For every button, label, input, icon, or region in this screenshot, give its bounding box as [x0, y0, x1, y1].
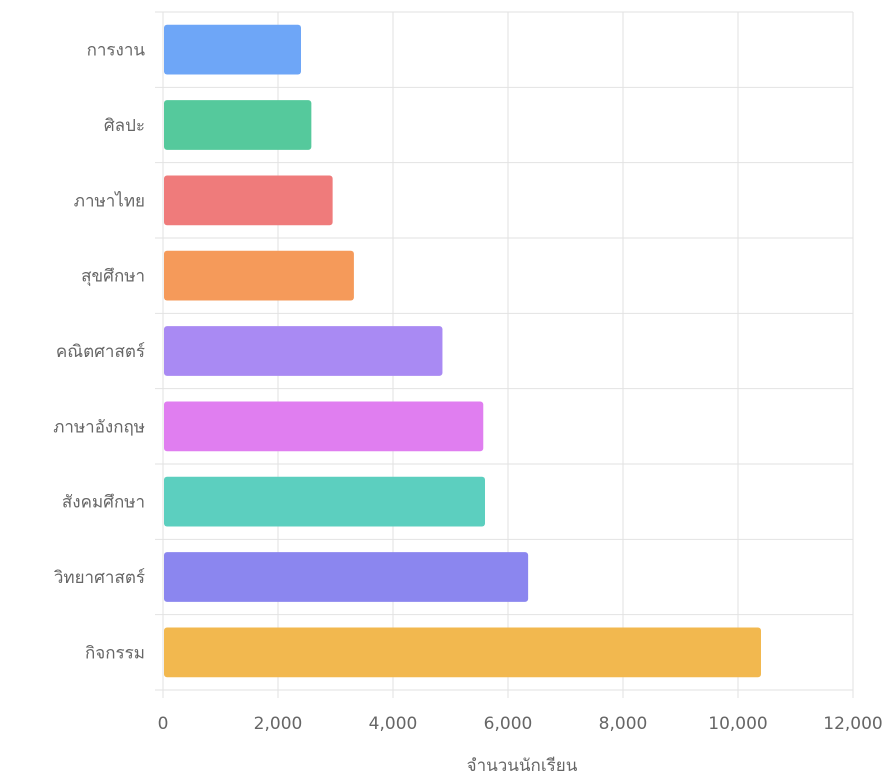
x-tick-label: 6,000 [484, 714, 533, 734]
x-tick-label: 12,000 [823, 714, 882, 734]
category-label: ศิลปะ [104, 116, 145, 136]
x-tick-label: 10,000 [708, 714, 767, 734]
bar [164, 401, 484, 452]
x-tick-label: 2,000 [254, 714, 303, 734]
category-label: สังคมศึกษา [62, 493, 145, 513]
category-label: ภาษาไทย [74, 190, 145, 211]
category-label: ภาษาอังกฤษ [53, 417, 145, 437]
bar [164, 250, 354, 301]
category-label: สุขศึกษา [81, 267, 145, 287]
x-axis-title: จำนวนนักเรียน [467, 756, 578, 776]
bar [164, 552, 529, 602]
category-label: คณิตศาสตร์ [56, 342, 145, 362]
value-axis: 0 2,000 4,000 6,000 8,000 10,000 12,000 [158, 714, 883, 734]
category-label: กิจกรรม [85, 643, 145, 663]
x-tick-label: 4,000 [369, 714, 418, 734]
category-label: วิทยาศาสตร์ [53, 568, 145, 588]
bar [164, 100, 312, 150]
bar [164, 24, 301, 75]
x-tick-label: 8,000 [599, 714, 648, 734]
bar [164, 175, 333, 226]
bar [164, 627, 761, 678]
category-axis: การงานศิลปะภาษาไทยสุขศึกษาคณิตศาสตร์ภาษา… [53, 41, 145, 664]
bar [164, 476, 485, 527]
grid [155, 11, 854, 698]
x-tick-label: 0 [158, 714, 169, 734]
bar [164, 326, 443, 376]
category-label: การงาน [87, 41, 146, 61]
bars [164, 24, 761, 678]
